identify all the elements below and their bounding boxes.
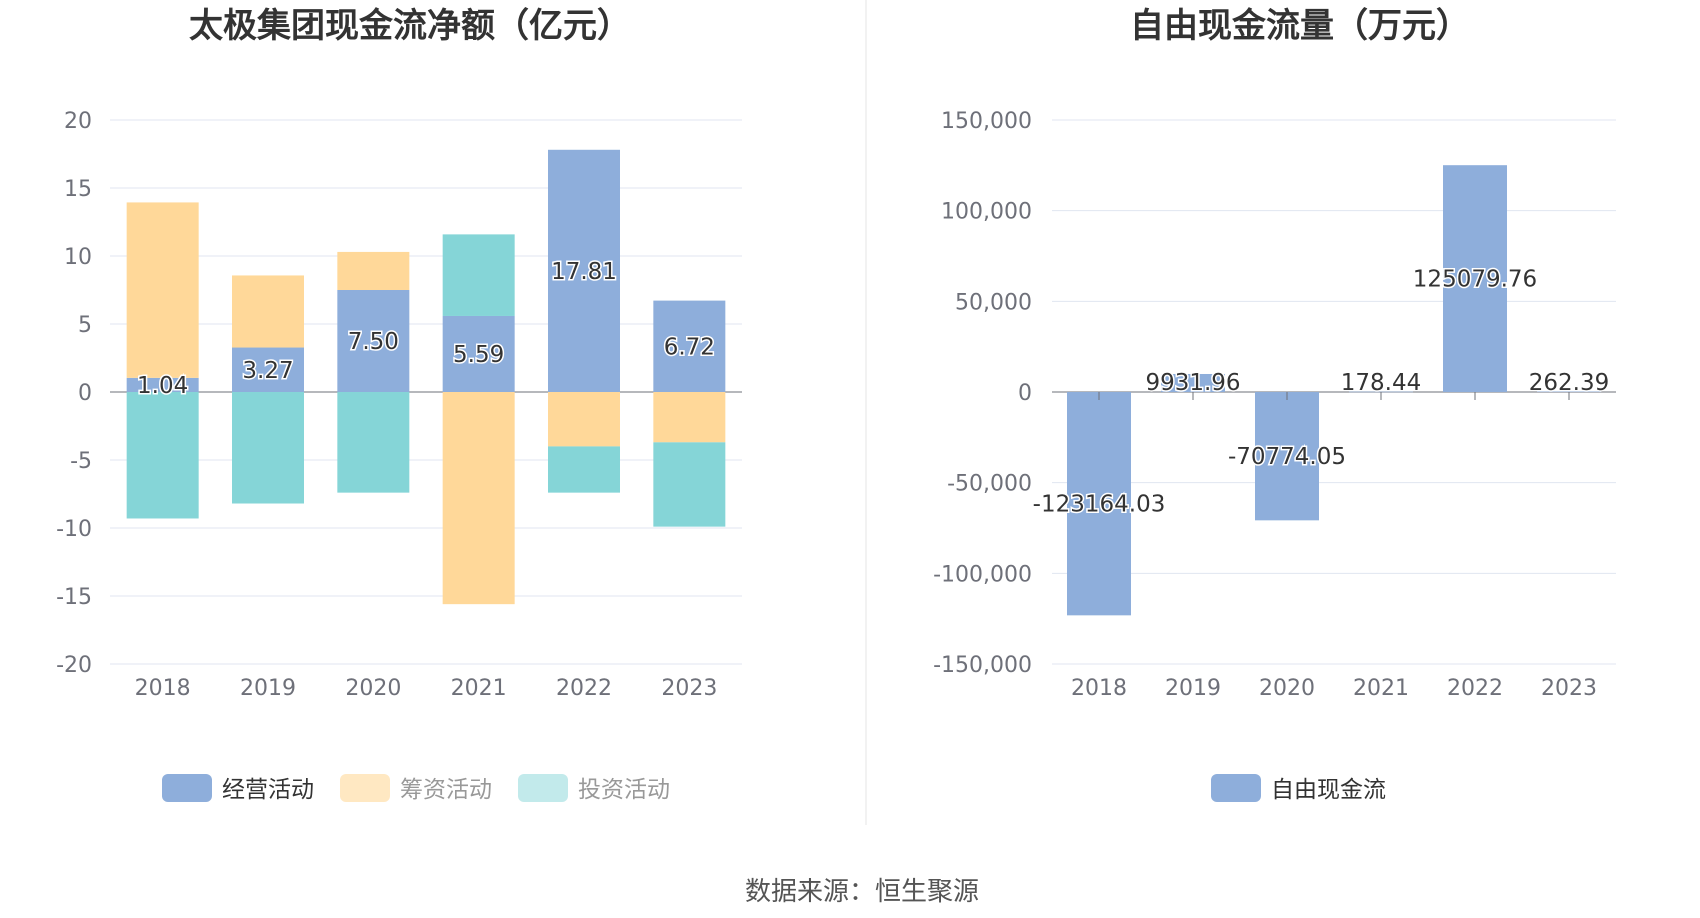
- left-ytick-label: 5: [78, 313, 92, 338]
- right-bar: [1349, 391, 1413, 393]
- left-bar-investing: [442, 234, 515, 316]
- right-chart-title: 自由现金流量（万元）: [1130, 6, 1470, 46]
- left-ytick-label: -15: [56, 585, 92, 610]
- left-data-label: 1.04: [137, 373, 188, 399]
- right-ytick-label: 150,000: [941, 109, 1032, 134]
- left-bar-investing: [548, 446, 620, 493]
- left-bar-operating: [442, 315, 515, 392]
- left-xtick-label: 2020: [345, 676, 401, 701]
- right-ytick-label: -50,000: [947, 472, 1032, 497]
- left-bar-investing: [232, 392, 304, 504]
- right-xtick-label: 2019: [1165, 676, 1221, 701]
- left-xtick-label: 2022: [556, 676, 612, 701]
- left-chart: 20 15 10 5 0 -5 -10 -15 -20 2018 2019 2020 2021 2022 2…: [56, 109, 742, 701]
- right-bar: [1161, 373, 1225, 392]
- left-data-label: 6.72: [664, 334, 715, 360]
- right-ytick-label: 0: [1018, 381, 1032, 406]
- legend-swatch-0: [162, 774, 212, 802]
- left-bar-operating: [232, 347, 304, 392]
- left-bar-operating: [337, 290, 410, 392]
- right-bar: [1537, 391, 1601, 393]
- left-bar-financing: [653, 392, 726, 443]
- left-bar-operating: [548, 149, 620, 392]
- left-ytick-label: -5: [70, 449, 92, 474]
- left-bar-operating: [653, 300, 726, 392]
- right-bar: [1067, 392, 1131, 616]
- legends: 经营活动 筹资活动 投资活动 自由现金流: [162, 774, 1386, 803]
- left-bar-financing: [126, 202, 199, 378]
- right-data-label: -123164.03: [1033, 492, 1166, 518]
- right-xtick-label: 2022: [1447, 676, 1503, 701]
- left-ytick-label: -20: [56, 653, 92, 678]
- legend-swatch-2: [518, 774, 568, 802]
- left-bar-operating: [126, 377, 199, 392]
- right-xtick-label: 2018: [1071, 676, 1127, 701]
- left-data-label: 17.81: [551, 259, 617, 285]
- left-chart-title: 太极集团现金流净额（亿元）: [189, 6, 631, 46]
- right-data-label: 9931.96: [1145, 370, 1240, 396]
- left-bar-financing: [442, 392, 515, 605]
- right-xtick-label: 2023: [1541, 676, 1597, 701]
- left-bar-investing: [337, 392, 410, 493]
- data-source: 数据来源：恒生聚源: [745, 877, 979, 907]
- right-bar: [1443, 165, 1507, 392]
- right-data-label: 178.44: [1341, 370, 1421, 396]
- legend-label-0: 经营活动: [222, 777, 314, 803]
- legend-label-fcf: 自由现金流: [1271, 777, 1386, 803]
- right-chart: 150,000 100,000 50,000 0 -50,000 -100,000 -150…: [933, 109, 1616, 701]
- left-ytick-label: -10: [56, 517, 92, 542]
- left-xtick-label: 2023: [661, 676, 717, 701]
- left-data-label: 3.27: [242, 358, 293, 384]
- right-ytick-label: 50,000: [955, 290, 1032, 315]
- right-data-label: -70774.05: [1228, 444, 1346, 470]
- right-ytick-label: -150,000: [933, 653, 1032, 678]
- right-data-label: 125079.76: [1413, 267, 1537, 293]
- left-xtick-label: 2019: [240, 676, 296, 701]
- right-bar: [1255, 392, 1319, 521]
- left-bar-financing: [232, 275, 304, 348]
- right-xtick-label: 2020: [1259, 676, 1315, 701]
- left-bar-financing: [548, 392, 620, 447]
- left-data-label: 7.50: [348, 329, 399, 355]
- left-xtick-label: 2018: [135, 676, 191, 701]
- left-ytick-label: 20: [64, 109, 92, 134]
- left-ytick-label: 0: [78, 381, 92, 406]
- legend-swatch-fcf: [1211, 774, 1261, 802]
- right-data-label: 262.39: [1529, 370, 1609, 396]
- left-data-label: 5.59: [453, 342, 504, 368]
- right-xtick-label: 2021: [1353, 676, 1409, 701]
- legend-swatch-1: [340, 774, 390, 802]
- legend-label-1: 筹资活动: [400, 777, 492, 803]
- left-ytick-label: 10: [64, 245, 92, 270]
- right-ytick-label: -100,000: [933, 562, 1032, 587]
- left-ytick-label: 15: [64, 177, 92, 202]
- left-bar-financing: [337, 251, 410, 290]
- right-ytick-label: 100,000: [941, 200, 1032, 225]
- left-bar-investing: [653, 442, 726, 527]
- legend-label-2: 投资活动: [578, 777, 670, 803]
- left-xtick-label: 2021: [451, 676, 507, 701]
- left-bar-investing: [126, 392, 199, 519]
